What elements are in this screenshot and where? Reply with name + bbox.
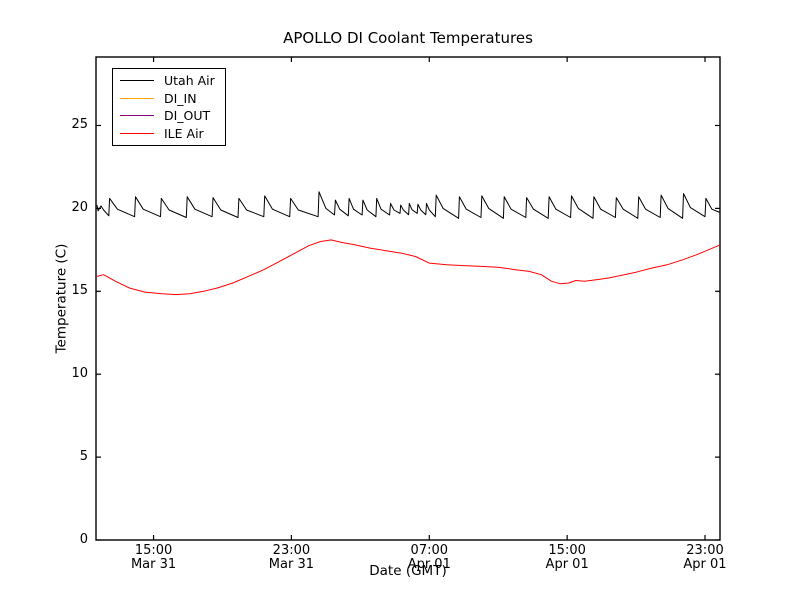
legend-item: Utah Air — [120, 72, 215, 90]
legend-item-label: ILE Air — [164, 125, 204, 141]
legend-line-sample — [120, 132, 154, 134]
x-tick-date-label: Apr 01 — [683, 557, 727, 572]
legend-item-label: Utah Air — [164, 73, 215, 89]
x-tick-date-label: Apr 01 — [545, 557, 589, 572]
x-tick-time-label: 15:00 — [548, 543, 586, 558]
legend-item-label: DI_OUT — [164, 108, 211, 124]
y-tick-label: 20 — [71, 200, 88, 216]
y-tick-label: 25 — [71, 117, 88, 133]
legend-item-label: DI_IN — [164, 90, 197, 106]
x-tick-time-label: 15:00 — [134, 543, 173, 558]
legend-item: DI_IN — [120, 90, 215, 108]
legend-item: ILE Air — [120, 125, 215, 143]
x-tick-time-label: 23:00 — [686, 543, 724, 558]
y-tick-label: 10 — [71, 366, 88, 382]
series-line-ile-air — [96, 239, 721, 296]
x-tick-date-label: Apr 01 — [407, 557, 451, 572]
legend: Utah Air DI_IN DI_OUT ILE Air — [112, 68, 226, 146]
series-line-utah-air — [96, 191, 721, 219]
x-tick-date-label: Mar 31 — [268, 557, 314, 572]
legend-line-sample — [120, 80, 154, 82]
legend-line-sample — [120, 97, 154, 99]
x-tick-time-label: 07:00 — [410, 543, 449, 558]
legend-line-sample — [120, 115, 154, 117]
legend-item: DI_OUT — [120, 107, 215, 125]
x-tick-time-label: 23:00 — [272, 543, 311, 558]
y-tick-label: 0 — [79, 532, 88, 547]
x-tick-date-label: Mar 31 — [130, 557, 177, 572]
y-tick-label: 5 — [79, 449, 88, 465]
x-axis-label: Date (GMT) — [369, 563, 447, 579]
y-tick-label: 15 — [71, 283, 88, 299]
axes-frame — [95, 56, 721, 541]
chart-title: APOLLO DI Coolant Temperatures — [283, 29, 533, 47]
